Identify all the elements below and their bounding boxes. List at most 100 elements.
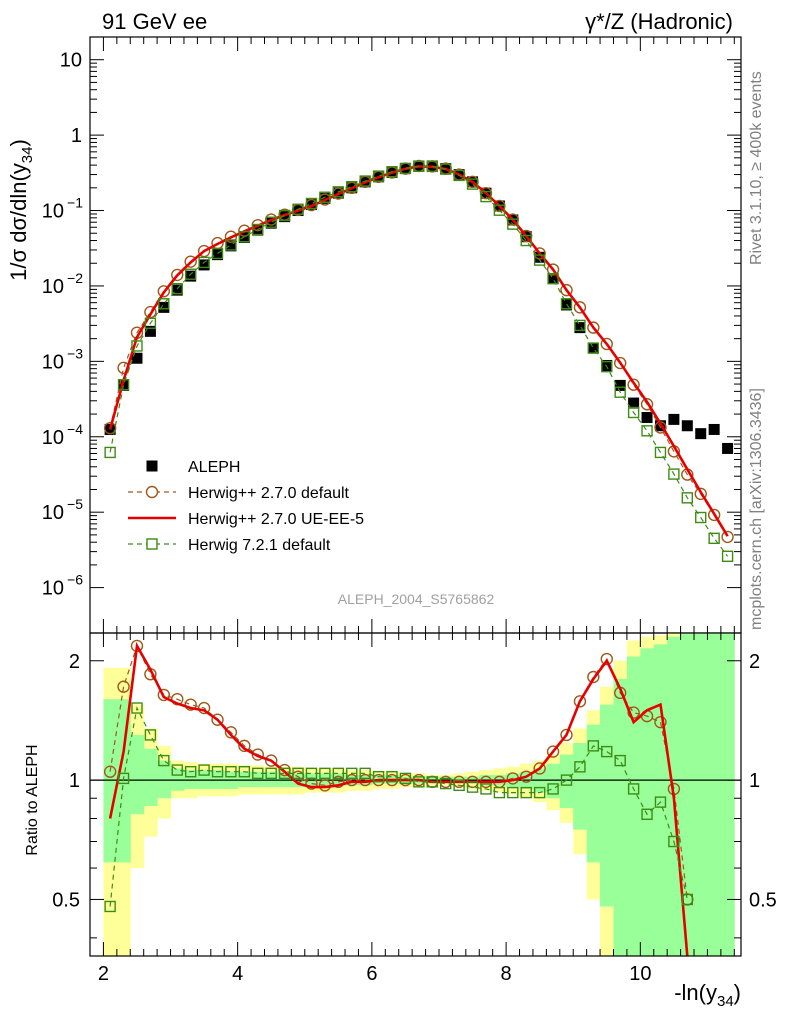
ratio-series-herwig7-default-point — [533, 786, 546, 799]
ratio-series-herwig7-default-point — [641, 808, 653, 820]
series-aleph-point — [279, 211, 291, 223]
ratio-xtick-label: 10 — [629, 963, 651, 985]
series-herwig7-default-point — [104, 446, 116, 459]
series-aleph-point — [534, 251, 546, 263]
series-herwig7-default-point — [238, 230, 251, 243]
ratio-xlabel-close: ) — [734, 980, 741, 1005]
main-ytick-label: 10 — [42, 351, 64, 373]
legend-marker — [146, 538, 158, 550]
series-herwig7-default-point — [721, 550, 734, 563]
series-herwig7-default-point — [440, 163, 452, 175]
ratio-xlabel: -ln(y34) — [674, 980, 741, 1010]
ratio-series-herwigpp-default-point — [345, 773, 358, 787]
legend-marker — [145, 485, 159, 499]
main-ylabel-main: 1/σ dσ/dln(y — [6, 163, 31, 281]
series-aleph-point — [601, 360, 613, 372]
legend-label-aleph: ALEPH — [188, 459, 240, 476]
ratio-series-herwig7-default-point — [614, 754, 626, 767]
main-ytick-label: 10 — [60, 50, 82, 72]
ratio-band-stat-bin — [720, 633, 735, 956]
ratio-band-stat-bin — [600, 704, 614, 907]
series-herwig7-default-point — [278, 209, 291, 222]
ratio-axes: 2 2 1 1 0.5 0.5 2 4 6 8 10 — [52, 633, 777, 985]
ratio-band-stat-bin — [573, 743, 588, 830]
series-herwig7-default-point — [507, 218, 519, 230]
ratio-series-herwig7-default-point — [319, 767, 331, 780]
ratio-series-herwigpp-default-point — [238, 739, 251, 753]
series-herwig7-default-point — [265, 216, 277, 228]
series-herwig7-default-point — [574, 319, 586, 332]
ratio-band-stat-bin — [237, 771, 252, 788]
series-herwig7-default-point — [627, 406, 640, 419]
series-herwig7-default-point — [346, 181, 358, 193]
ratio-series-herwig7-default-point — [158, 754, 170, 767]
ratio-series-herwigpp-default-point — [117, 680, 130, 693]
series-herwig7-default-point — [453, 169, 465, 182]
series-herwigpp-default-point — [157, 285, 171, 298]
series-herwig7-default-point — [708, 532, 720, 545]
ratio-series-herwigpp-default-point — [265, 754, 278, 767]
series-herwig7-default-point — [399, 162, 412, 175]
ratio-series-herwig7-default-point — [332, 767, 345, 780]
ratio-series-herwig7-default-point — [252, 767, 264, 780]
legend-entry-herwigpp-default: Herwig++ 2.7.0 default — [128, 485, 350, 502]
ratio-series-herwig7-default-point — [359, 767, 371, 780]
ratio-series-herwig7-default-point — [453, 779, 465, 792]
header-title-left: 91 GeV ee — [102, 9, 207, 34]
ratio-series-herwig7-default-point — [386, 770, 398, 783]
series-herwig7-default-point — [426, 160, 438, 173]
ratio-series-herwigpp-default-point — [197, 701, 211, 715]
series-herwig7-default-point — [493, 204, 506, 216]
ratio-band-stat-bin — [210, 770, 225, 789]
ratio-xtick-label: 2 — [98, 963, 109, 985]
series-herwigpp-default-point — [533, 247, 546, 260]
series-herwigpp-default-point — [707, 508, 721, 522]
ratio-band-stat-bin — [586, 724, 601, 863]
ratio-xlabel-sub: 34 — [717, 993, 734, 1010]
series-aleph-point — [574, 322, 586, 334]
watermark-analysis-id: ALEPH_2004_S5765862 — [338, 591, 495, 607]
ratio-series-herwig7-default-point — [171, 764, 183, 776]
main-ytick-label-exponent: −2 — [67, 270, 83, 286]
ratio-series-herwig7-default-point — [144, 729, 157, 741]
series-herwig7-default-point — [198, 256, 210, 269]
ratio-series-herwigpp-default-point — [103, 765, 117, 778]
ratio-series-herwig7-default-point — [413, 776, 425, 788]
ratio-band-stat-bin — [130, 734, 145, 815]
ratio-series-herwig7-default-point — [507, 786, 519, 799]
series-herwig7-default-point — [144, 317, 157, 329]
legend-label-herwigpp-default: Herwig++ 2.7.0 default — [188, 485, 350, 502]
ratio-series-herwig7-default — [104, 702, 694, 913]
ratio-ytick-label-right: 2 — [749, 651, 760, 673]
main-ytick-label-exponent: −1 — [67, 195, 83, 211]
series-herwig7-default-point — [305, 197, 318, 210]
ratio-band-stat-bin — [264, 771, 279, 788]
series-herwigpp-default-point — [721, 530, 734, 544]
series-aleph-point — [225, 240, 237, 252]
ratio-series-herwigpp-default-point — [224, 726, 238, 739]
series-aleph-point — [158, 301, 170, 313]
legend-label-herwig7-default: Herwig 7.2.1 default — [188, 537, 331, 554]
ratio-band-stat-bin — [183, 770, 198, 789]
ratio-series-herwig7-default-line — [109, 706, 688, 907]
series-herwigpp-default-point — [546, 263, 560, 276]
ratio-series-herwig7-default-point — [238, 766, 251, 778]
mcplots-url-label: mcplots.cern.ch [arXiv:1306.3436] — [748, 388, 765, 630]
ratio-series-herwig7-default-point — [278, 767, 291, 780]
series-herwigpp-default-point — [627, 378, 640, 391]
ratio-series-herwigpp-default-point — [654, 715, 667, 729]
ratio-series-herwig7-default-point — [265, 767, 277, 780]
ratio-series-herwig7-default-point — [574, 761, 586, 773]
ratio-band-stat-bin — [626, 656, 641, 956]
ratio-series-herwigpp-default-point — [157, 688, 171, 702]
series-herwig7-default-point — [587, 342, 600, 354]
series-herwigpp-default-point — [184, 255, 197, 268]
series-herwig7-default-point — [319, 191, 331, 203]
rivet-version-label: Rivet 3.1.10, ≥ 400k events — [748, 71, 765, 265]
series-herwig7-default-point — [158, 298, 170, 310]
ratio-series-herwig7-default-point — [372, 770, 385, 783]
ratio-series-herwigpp-default-point — [600, 652, 613, 666]
series-herwig7-default-point — [560, 298, 573, 310]
series-herwigpp-default-point — [573, 301, 587, 314]
series-herwigpp-default-point — [600, 337, 613, 351]
